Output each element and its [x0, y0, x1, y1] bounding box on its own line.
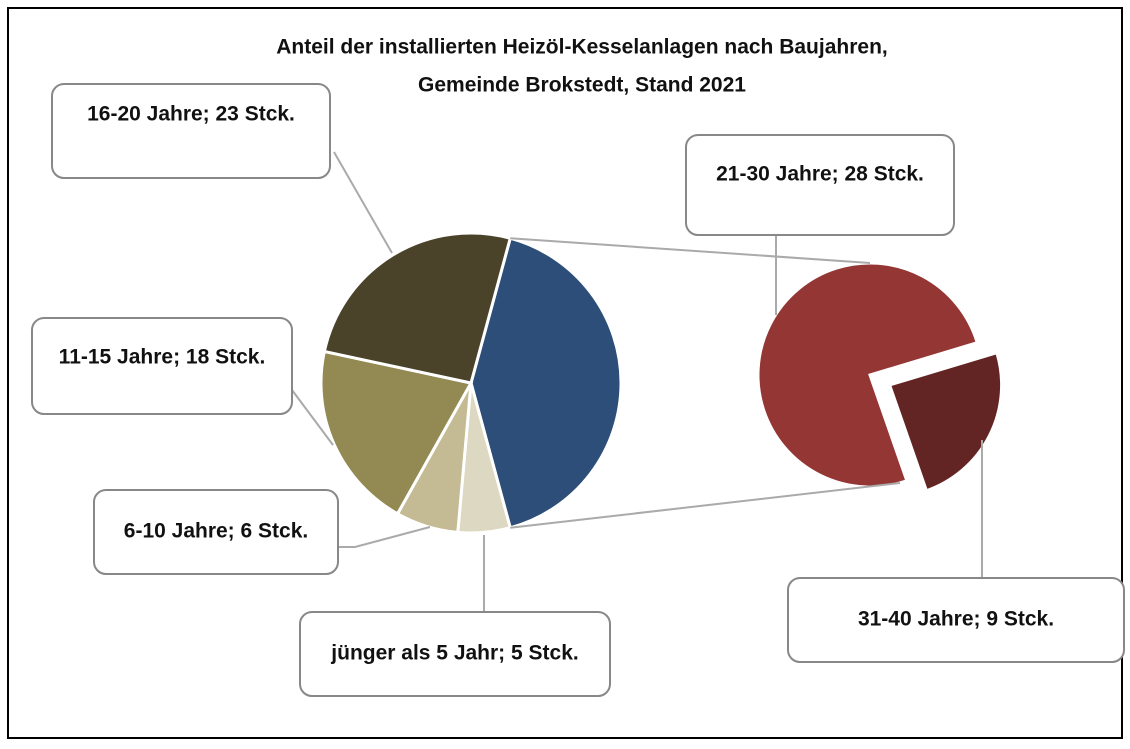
connector-line: [510, 482, 901, 529]
label-box: [51, 83, 331, 179]
pie-slice: [319, 349, 474, 516]
pie-slice: [322, 231, 513, 385]
pie-slice: [469, 236, 623, 530]
label-box: [685, 134, 955, 236]
pie-slice: [887, 350, 1004, 493]
label-box: [787, 577, 1125, 663]
data-label: 11-15 Jahre; 18 Stck.: [59, 346, 266, 369]
data-label: jünger als 5 Jahr; 5 Stck.: [330, 642, 578, 665]
data-label: 21-30 Jahre; 28 Stck.: [716, 163, 924, 186]
data-label: 16-20 Jahre; 23 Stck.: [87, 103, 295, 126]
data-label: 6-10 Jahre; 6 Stck.: [124, 520, 308, 543]
leader-line: [338, 526, 431, 548]
chart-title: Gemeinde Brokstedt, Stand 2021: [418, 74, 746, 97]
data-label: 31-40 Jahre; 9 Stck.: [858, 608, 1054, 631]
label-box: [31, 317, 293, 415]
leader-line: [291, 389, 334, 446]
pie-slice: [756, 261, 980, 489]
label-box: [299, 611, 611, 697]
chart-title: Anteil der installierten Heizöl-Kesselan…: [276, 36, 888, 59]
label-box: [93, 489, 339, 575]
leader-line: [333, 151, 393, 254]
connector-line: [510, 237, 871, 264]
